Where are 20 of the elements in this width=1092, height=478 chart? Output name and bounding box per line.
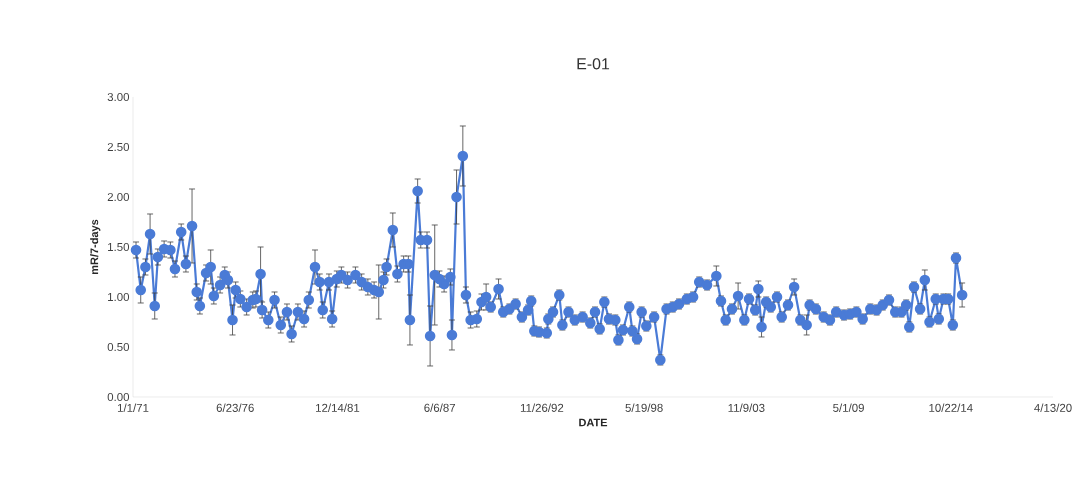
x-tick-label: 11/26/92 [520,403,564,412]
y-tick-label: 2.00 [107,192,130,202]
x-tick-label: 5/19/98 [625,403,663,412]
y-axis-title: mR/7-days [90,219,101,274]
x-tick-label: 5/1/09 [833,403,864,412]
x-tick-label: 4/13/20 [1034,403,1072,412]
x-tick-label: 10/22/14 [929,403,973,412]
x-tick-label: 6/6/87 [424,403,456,412]
x-tick-label: 1/1/71 [117,403,149,412]
y-tick-label: 1.50 [108,242,130,252]
x-tick-label: 12/14/81 [316,403,360,412]
x-tick-label: 6/23/76 [216,403,254,412]
y-tick-label: 0.50 [107,342,130,352]
y-tick-label: 1.00 [108,292,130,302]
chart-title: E-01 [577,58,610,70]
y-tick-label: 2.50 [107,142,130,152]
y-tick-label: 3.00 [107,92,130,102]
x-axis-title: DATE [579,418,608,427]
y-tick-label: 0.00 [107,392,130,402]
x-tick-label: 11/9/03 [728,403,765,412]
